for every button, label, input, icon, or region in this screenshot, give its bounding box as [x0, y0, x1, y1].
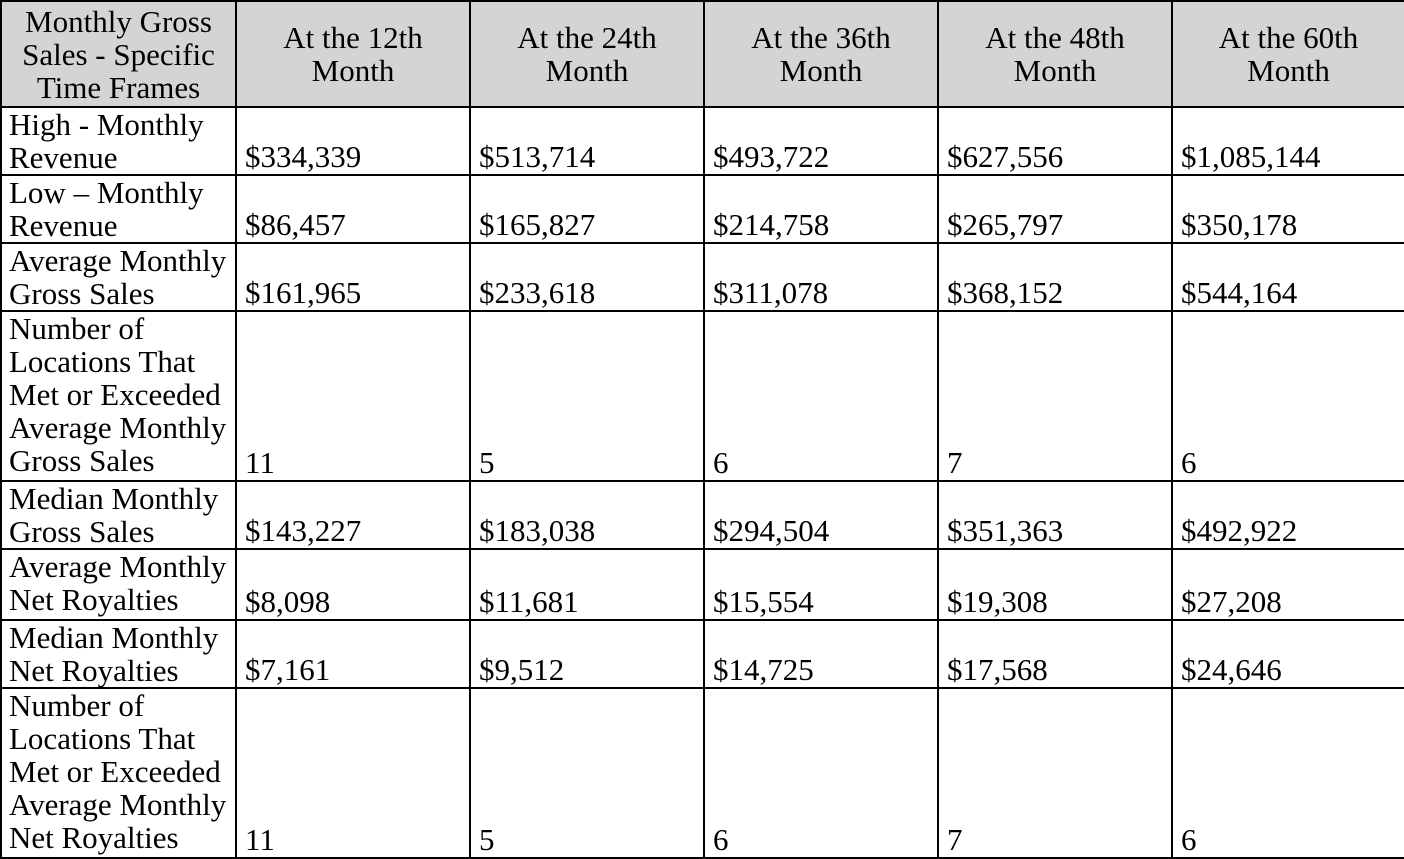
value-cell: $311,078 — [703, 242, 939, 312]
table-row-median-monthly-net-royalties: Median Monthly Net Royalties $7,161 $9,5… — [0, 619, 1404, 689]
value-cell: 6 — [1171, 310, 1404, 482]
value-cell: 6 — [1171, 687, 1404, 859]
value-cell: $15,554 — [703, 548, 939, 621]
value-cell: $7,161 — [235, 619, 471, 689]
value-cell: $214,758 — [703, 174, 939, 244]
table-row-average-monthly-gross-sales: Average Monthly Gross Sales $161,965 $23… — [0, 242, 1404, 312]
value-cell: $351,363 — [937, 480, 1173, 550]
value-cell: $17,568 — [937, 619, 1173, 689]
value-cell: 6 — [703, 687, 939, 859]
value-cell: $294,504 — [703, 480, 939, 550]
value-cell: $233,618 — [469, 242, 705, 312]
row-label-cell: Average Monthly Gross Sales — [0, 242, 237, 312]
value-cell: $165,827 — [469, 174, 705, 244]
value-cell: $14,725 — [703, 619, 939, 689]
row-label-cell: High - Monthly Revenue — [0, 106, 237, 176]
table-row-locations-met-exceeded-net-royalties: Number of Locations That Met or Exceeded… — [0, 687, 1404, 859]
table-row-low-monthly-revenue: Low – Monthly Revenue $86,457 $165,827 $… — [0, 174, 1404, 244]
value-cell: $492,922 — [1171, 480, 1404, 550]
row-label-cell: Median Monthly Gross Sales — [0, 480, 237, 550]
value-cell: $11,681 — [469, 548, 705, 621]
header-cell-60th-month: At the 60th Month — [1171, 0, 1404, 108]
value-cell: 6 — [703, 310, 939, 482]
value-cell: 5 — [469, 310, 705, 482]
header-cell-36th-month: At the 36th Month — [703, 0, 939, 108]
row-label-cell: Number of Locations That Met or Exceeded… — [0, 687, 237, 859]
table-row-average-monthly-net-royalties: Average Monthly Net Royalties $8,098 $11… — [0, 548, 1404, 621]
value-cell: 7 — [937, 310, 1173, 482]
value-cell: 5 — [469, 687, 705, 859]
value-cell: $627,556 — [937, 106, 1173, 176]
value-cell: $86,457 — [235, 174, 471, 244]
value-cell: $27,208 — [1171, 548, 1404, 621]
value-cell: $143,227 — [235, 480, 471, 550]
table-row-high-monthly-revenue: High - Monthly Revenue $334,339 $513,714… — [0, 106, 1404, 176]
header-cell-24th-month: At the 24th Month — [469, 0, 705, 108]
row-label-cell: Average Monthly Net Royalties — [0, 548, 237, 621]
value-cell: $544,164 — [1171, 242, 1404, 312]
value-cell: 7 — [937, 687, 1173, 859]
header-row: Monthly Gross Sales - Specific Time Fram… — [0, 0, 1404, 108]
header-cell-48th-month: At the 48th Month — [937, 0, 1173, 108]
header-cell-12th-month: At the 12th Month — [235, 0, 471, 108]
value-cell: $368,152 — [937, 242, 1173, 312]
table-row-locations-met-exceeded-gross-sales: Number of Locations That Met or Exceeded… — [0, 310, 1404, 482]
row-label-cell: Number of Locations That Met or Exceeded… — [0, 310, 237, 482]
value-cell: $334,339 — [235, 106, 471, 176]
table-row-median-monthly-gross-sales: Median Monthly Gross Sales $143,227 $183… — [0, 480, 1404, 550]
value-cell: $1,085,144 — [1171, 106, 1404, 176]
value-cell: $513,714 — [469, 106, 705, 176]
value-cell: $19,308 — [937, 548, 1173, 621]
value-cell: $350,178 — [1171, 174, 1404, 244]
value-cell: 11 — [235, 687, 471, 859]
value-cell: $24,646 — [1171, 619, 1404, 689]
value-cell: $8,098 — [235, 548, 471, 621]
value-cell: $265,797 — [937, 174, 1173, 244]
value-cell: $161,965 — [235, 242, 471, 312]
header-cell-row-label: Monthly Gross Sales - Specific Time Fram… — [0, 0, 237, 108]
value-cell: $183,038 — [469, 480, 705, 550]
row-label-cell: Median Monthly Net Royalties — [0, 619, 237, 689]
value-cell: $9,512 — [469, 619, 705, 689]
value-cell: $493,722 — [703, 106, 939, 176]
row-label-cell: Low – Monthly Revenue — [0, 174, 237, 244]
value-cell: 11 — [235, 310, 471, 482]
